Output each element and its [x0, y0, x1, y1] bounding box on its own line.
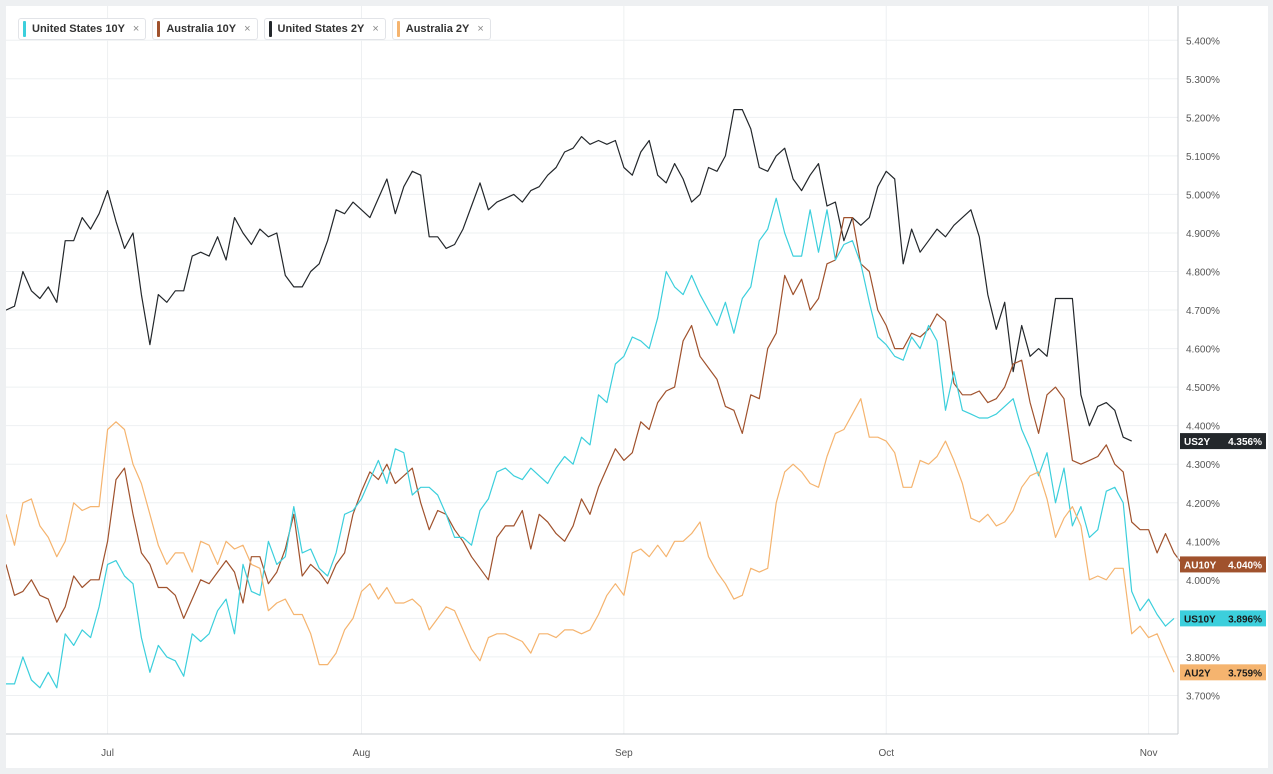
legend: United States 10Y × Australia 10Y × Unit… [18, 18, 491, 40]
y-tick-label: 4.400% [1186, 422, 1220, 433]
legend-swatch [268, 21, 272, 37]
y-tick-label: 5.400% [1186, 36, 1220, 47]
badge-last-value: 4.356% [1228, 437, 1262, 448]
badge-series-code: US10Y [1184, 614, 1216, 625]
y-tick-label: 5.100% [1186, 152, 1220, 163]
last-value-labels: US10Y 3.896% AU10Y 4.040% US2Y 4.356% AU2Y 3.75… [1180, 433, 1266, 681]
last-value-badge-us2y: US2Y 4.356% [1180, 433, 1266, 450]
close-icon[interactable]: × [477, 23, 484, 35]
badge-series-code: US2Y [1184, 437, 1210, 448]
close-icon[interactable]: × [244, 23, 251, 35]
close-icon[interactable]: × [132, 23, 140, 35]
legend-label: United States 10Y [32, 23, 125, 35]
y-tick-label: 4.300% [1186, 460, 1220, 471]
y-tick-label: 5.300% [1186, 75, 1220, 86]
x-tick-label: Sep [615, 748, 633, 759]
legend-chip-au10y[interactable]: Australia 10Y × [152, 18, 258, 40]
series-line-au10y [6, 217, 1183, 623]
y-tick-label: 4.600% [1186, 345, 1220, 356]
chart-panel: 5.400% 5.300% 5.200% 5.100% 5.000% 4.900% 4.80… [6, 6, 1268, 768]
series-line-us10y [6, 197, 1175, 689]
x-tick-label: Oct [878, 748, 894, 759]
y-tick-label: 5.000% [1186, 190, 1220, 201]
badge-series-code: AU10Y [1184, 560, 1217, 571]
last-value-badge-au2y: AU2Y 3.759% [1180, 664, 1266, 681]
y-tick-label: 4.500% [1186, 383, 1220, 394]
x-tick-label: Aug [353, 748, 371, 759]
badge-background [1180, 664, 1266, 681]
y-tick-label: 3.800% [1186, 653, 1220, 664]
y-tick-label: 4.000% [1186, 576, 1220, 587]
badge-series-code: AU2Y [1184, 668, 1211, 679]
legend-swatch [157, 21, 161, 37]
legend-label: Australia 2Y [405, 23, 470, 35]
legend-label: United States 2Y [277, 23, 365, 35]
legend-label: Australia 10Y [166, 23, 237, 35]
badge-last-value: 4.040% [1228, 560, 1262, 571]
close-icon[interactable]: × [372, 23, 379, 35]
legend-swatch [396, 21, 400, 37]
series-line-us2y [6, 108, 1132, 442]
y-tick-label: 4.900% [1186, 229, 1220, 240]
badge-background [1180, 433, 1266, 450]
x-tick-label: Jul [101, 748, 114, 759]
y-tick-label: 3.700% [1186, 691, 1220, 702]
y-tick-label: 4.800% [1186, 268, 1220, 279]
y-tick-label: 5.200% [1186, 113, 1220, 124]
y-tick-label: 4.200% [1186, 499, 1220, 510]
legend-swatch [23, 21, 26, 37]
axes: 5.400% 5.300% 5.200% 5.100% 5.000% 4.900% 4.80… [6, 6, 1220, 759]
gridlines [6, 6, 1178, 734]
badge-background [1180, 610, 1266, 627]
legend-chip-au2y[interactable]: Australia 2Y × [391, 18, 491, 40]
series-lines [6, 108, 1183, 689]
last-value-badge-au10y: AU10Y 4.040% [1180, 556, 1266, 573]
badge-background [1180, 556, 1266, 573]
x-tick-label: Nov [1140, 748, 1158, 759]
legend-chip-us2y[interactable]: United States 2Y × [263, 18, 386, 40]
badge-last-value: 3.759% [1228, 668, 1262, 679]
badge-last-value: 3.896% [1228, 614, 1262, 625]
legend-chip-us10y[interactable]: United States 10Y × [18, 18, 147, 40]
y-tick-label: 4.100% [1186, 537, 1220, 548]
y-tick-label: 4.700% [1186, 306, 1220, 317]
last-value-badge-us10y: US10Y 3.896% [1180, 610, 1266, 627]
line-chart[interactable]: 5.400% 5.300% 5.200% 5.100% 5.000% 4.900% 4.80… [6, 6, 1268, 768]
series-line-au2y [6, 398, 1175, 673]
